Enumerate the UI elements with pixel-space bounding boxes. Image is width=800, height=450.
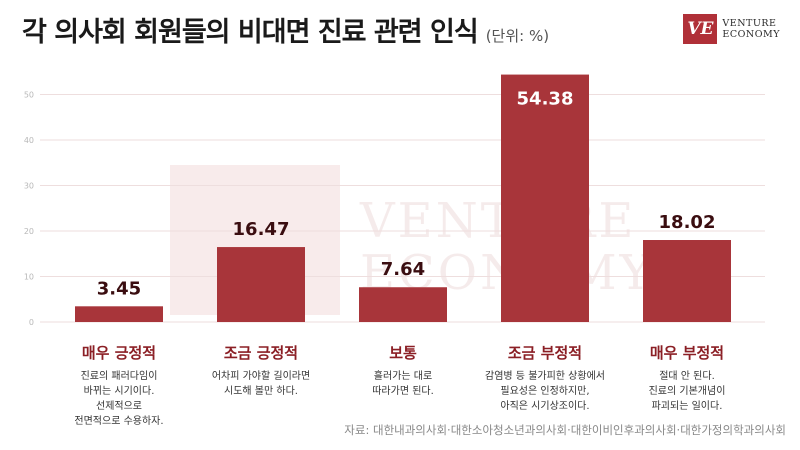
description-line: 감염병 등 불가피한 상황에서 — [485, 371, 605, 382]
y-tick-label: 40 — [24, 136, 34, 145]
description-line: 아직은 시기상조이다. — [500, 401, 590, 412]
category-label: 조금 부정적 — [507, 344, 583, 362]
description-line: 흘러가는 대로 — [373, 371, 433, 382]
description-line: 절대 안 된다. — [659, 371, 715, 382]
y-tick-label: 0 — [29, 318, 34, 327]
category-label: 보통 — [389, 344, 417, 362]
bar — [359, 287, 447, 322]
bar — [217, 247, 305, 322]
category-label: 매우 긍정적 — [81, 344, 157, 362]
y-tick-label: 50 — [24, 91, 34, 100]
source-note: 자료: 대한내과의사회·대한소아청소년과의사회·대한이비인후과의사회·대한가정의… — [344, 423, 786, 437]
logo-line-2: ECONOMY — [722, 29, 780, 40]
logo-line-1: VENTURE — [722, 18, 777, 29]
bar — [75, 306, 163, 322]
description-line: 바뀌는 시기이다. — [83, 386, 155, 397]
category-label: 조금 긍정적 — [223, 344, 299, 362]
unit-label: (단위: %) — [485, 27, 550, 45]
description-line: 필요성은 인정하지만, — [500, 386, 590, 397]
value-label: 16.47 — [233, 219, 290, 240]
description-line: 따라가면 된다. — [372, 386, 434, 397]
description-line: 시도해 볼만 하다. — [224, 386, 298, 397]
title-row: 각 의사회 회원들의 비대면 진료 관련 인식 (단위: %) — [22, 10, 549, 50]
chart-title: 각 의사회 회원들의 비대면 진료 관련 인식 — [22, 17, 479, 48]
description-line: 어차피 가야할 길이라면 — [211, 371, 311, 382]
description-line: 파괴되는 일이다. — [651, 401, 723, 412]
description-line: 전면적으로 수용하자. — [74, 416, 164, 427]
bar — [501, 74, 589, 322]
value-label: 7.64 — [381, 259, 425, 280]
y-tick-label: 20 — [24, 227, 34, 236]
value-label: 54.38 — [517, 89, 574, 110]
y-tick-label: 30 — [24, 182, 34, 191]
value-label: 18.02 — [659, 212, 716, 233]
venture-economy-logo: VE VENTURE ECONOMY — [683, 14, 780, 44]
value-label: 3.45 — [97, 278, 141, 299]
description-line: 선제적으로 — [96, 401, 142, 412]
category-label: 매우 부정적 — [649, 344, 725, 362]
logo-text: VENTURE ECONOMY — [722, 18, 780, 40]
logo-mark: VE — [683, 14, 718, 44]
bar — [643, 240, 731, 322]
y-tick-label: 10 — [24, 273, 34, 282]
description-line: 진료의 패러다임이 — [80, 371, 158, 382]
description-line: 진료의 기본개념이 — [648, 386, 726, 397]
